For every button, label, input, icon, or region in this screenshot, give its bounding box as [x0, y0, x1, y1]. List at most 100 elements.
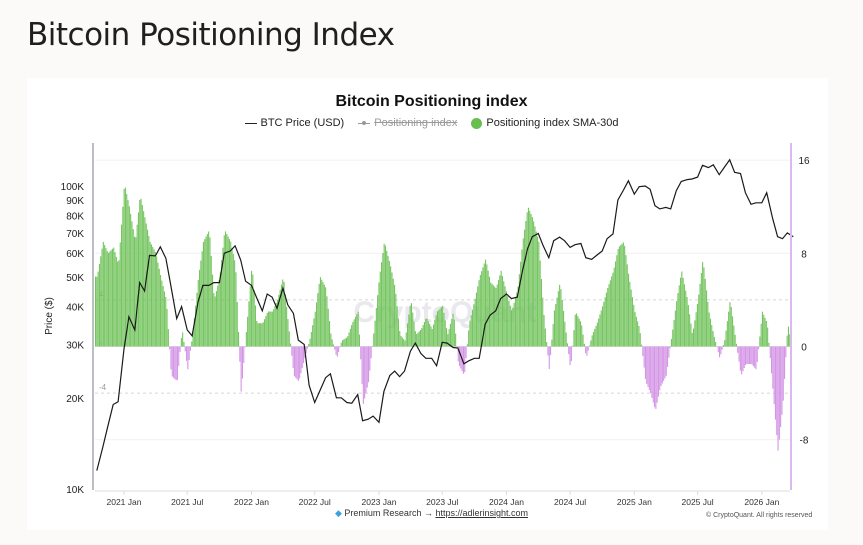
sma-bar	[184, 346, 186, 352]
sma-bar	[751, 346, 753, 365]
sma-bar	[487, 270, 489, 347]
sma-bar	[266, 313, 268, 347]
sma-bar	[474, 298, 476, 347]
sma-bar	[641, 344, 643, 347]
sma-bar	[711, 324, 713, 347]
sma-bar	[520, 261, 522, 347]
legend-item-positioning-index[interactable]: Positioning index	[358, 117, 457, 129]
sma-bar	[256, 320, 258, 347]
sma-bar	[383, 243, 385, 347]
axes: 10K 20K 30K 40K 50K 60K 70K 80K 90K 100K 16 8 0 -8 202…	[61, 143, 810, 507]
sma-bar	[213, 293, 215, 347]
sma-bar	[577, 316, 579, 347]
sma-bar	[439, 308, 441, 347]
sma-bar	[648, 346, 650, 391]
sma-bar	[741, 346, 743, 375]
sma-bar	[630, 289, 632, 347]
sma-bar	[104, 245, 106, 347]
sma-bar	[296, 346, 298, 380]
sma-bar	[657, 346, 659, 397]
sma-bar	[680, 277, 682, 347]
y-right-tick-label: -8	[800, 436, 809, 447]
sma-bar	[655, 346, 657, 409]
sma-bar	[243, 346, 245, 363]
adlerinsight-link[interactable]: https://adlerinsight.com	[435, 508, 529, 518]
sma-bar	[511, 310, 513, 347]
sma-bar	[160, 275, 162, 347]
sma-bar	[683, 284, 685, 347]
sma-bar	[448, 329, 450, 347]
sma-bar	[369, 346, 371, 371]
sma-bar	[755, 346, 757, 370]
sma-bar	[481, 271, 483, 347]
sma-bar	[591, 335, 593, 347]
sma-bar	[729, 302, 731, 347]
sma-bar	[162, 286, 164, 347]
sma-bar	[572, 345, 574, 347]
sma-bar	[414, 331, 416, 347]
sma-bar	[538, 241, 540, 347]
sma-bar	[382, 252, 384, 347]
sma-bar	[637, 321, 639, 347]
premium-label: Premium Research →	[344, 508, 433, 518]
sma-bar	[472, 309, 474, 347]
sma-bar	[763, 314, 765, 347]
sma-bar	[789, 334, 791, 347]
sma-bar	[781, 346, 783, 415]
sma-bar	[131, 221, 133, 347]
sma-bar	[140, 198, 142, 347]
sma-bar	[453, 319, 455, 347]
sma-bar	[478, 280, 480, 347]
sma-bar	[368, 346, 370, 383]
sma-bar	[137, 212, 139, 347]
sma-bar	[134, 236, 136, 347]
sma-bar	[261, 323, 263, 347]
gem-icon: ◆	[334, 508, 342, 518]
sma-bar	[283, 281, 285, 347]
sma-bar	[560, 289, 562, 347]
sma-bar	[522, 238, 524, 347]
sma-bar	[130, 213, 132, 347]
sma-bar	[340, 342, 342, 347]
sma-bar	[297, 346, 299, 381]
sma-bar	[732, 316, 734, 347]
sma-bar	[149, 241, 151, 347]
sma-bar	[635, 316, 637, 347]
sma-bar	[238, 331, 240, 347]
sma-bar	[548, 346, 550, 370]
sma-bar	[150, 244, 152, 347]
sma-bar	[110, 250, 112, 347]
sma-bar	[144, 217, 146, 347]
sma-bar	[375, 307, 377, 347]
sma-bar	[702, 262, 704, 347]
sma-bar	[576, 313, 578, 347]
sma-bar	[772, 346, 774, 389]
sma-bar	[254, 305, 256, 347]
sma-bar	[693, 328, 695, 347]
sma-bar	[503, 281, 505, 347]
sma-bar	[504, 286, 506, 347]
y-left-tick-label: 90K	[66, 196, 84, 207]
sma-bar	[678, 285, 680, 347]
sma-bar	[267, 311, 269, 347]
sma-bar	[114, 252, 116, 347]
sma-bar	[427, 321, 429, 347]
sma-bar	[370, 346, 372, 359]
sma-bar	[661, 346, 663, 384]
sma-bar	[332, 344, 334, 347]
legend-item-btc-price[interactable]: BTC Price (USD)	[244, 117, 345, 129]
sma-bar	[596, 322, 598, 347]
sma-bar	[485, 259, 487, 347]
sma-bar	[347, 336, 349, 347]
sma-bar	[407, 323, 409, 347]
sma-bar	[516, 292, 518, 347]
legend-item-sma[interactable]: Positioning index SMA-30d	[471, 117, 618, 129]
sma-bar	[209, 237, 211, 347]
sma-bar	[745, 346, 747, 365]
sma-bar	[97, 271, 99, 347]
sma-bar	[758, 346, 760, 350]
sma-bar	[456, 346, 458, 348]
sma-bar	[339, 346, 341, 348]
legend-label: BTC Price (USD)	[260, 117, 345, 129]
sma-bar	[603, 301, 605, 347]
